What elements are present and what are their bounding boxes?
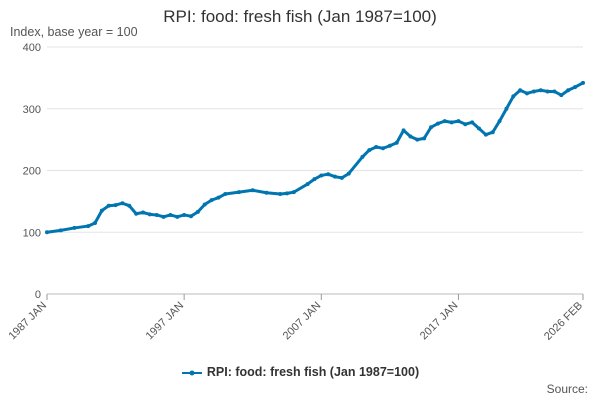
data-point [291, 190, 296, 195]
data-point [401, 128, 406, 133]
data-point [497, 119, 502, 124]
data-point [189, 214, 194, 219]
x-tick-label: 2026 FEB [542, 300, 585, 343]
y-tick-label: 100 [23, 227, 41, 239]
data-point [250, 188, 255, 193]
data-point [381, 146, 386, 151]
data-point [72, 225, 77, 230]
y-tick-label: 0 [35, 289, 41, 301]
legend-swatch-icon [181, 370, 202, 376]
data-point [168, 212, 173, 217]
data-point [346, 171, 351, 176]
data-point [312, 177, 317, 182]
data-point [45, 230, 49, 235]
series-line [45, 81, 585, 234]
data-point [394, 140, 399, 145]
data-point [319, 173, 324, 178]
data-point [326, 172, 331, 177]
x-axis: 1987 JAN 1997 JAN 2007 JAN 2017 JAN 2026 FEB [6, 294, 585, 343]
data-point [490, 130, 495, 135]
x-tick-label: 1987 JAN [6, 300, 49, 343]
data-point [511, 94, 516, 99]
x-tick-label: 1997 JAN [144, 300, 187, 343]
data-point [223, 191, 228, 196]
data-point [202, 202, 207, 207]
data-point [58, 228, 63, 233]
data-point [504, 106, 509, 111]
data-point [120, 201, 125, 206]
data-point [408, 134, 413, 139]
y-tick-label: 200 [23, 166, 41, 178]
data-point [442, 119, 447, 124]
y-tick-label: 400 [23, 42, 41, 54]
chart-subtitle: Index, base year = 100 [10, 25, 138, 39]
data-point [127, 203, 132, 208]
data-point [463, 122, 468, 127]
chart-title: RPI: food: fresh fish (Jan 1987=100) [163, 7, 437, 26]
data-point [264, 190, 269, 195]
data-point [581, 80, 585, 85]
y-axis-ticks: 0 100 200 300 400 [23, 42, 41, 301]
data-point [387, 143, 392, 148]
gridlines [47, 46, 583, 295]
data-point [559, 93, 564, 98]
data-point [552, 89, 557, 94]
data-point [483, 132, 488, 137]
data-point [422, 136, 427, 141]
data-point [182, 212, 187, 217]
data-point [161, 214, 166, 219]
data-point [134, 211, 139, 216]
data-point [113, 203, 118, 208]
data-point [566, 88, 571, 93]
x-tick-label: 2017 JAN [418, 300, 461, 343]
data-point [99, 208, 104, 213]
data-point [449, 120, 454, 125]
data-point [435, 121, 440, 126]
data-point [531, 89, 536, 94]
series-group [45, 80, 585, 235]
x-tick-label: 2007 JAN [281, 300, 324, 343]
data-point [339, 175, 344, 180]
data-point [456, 119, 461, 124]
data-point [305, 182, 310, 187]
data-point [216, 195, 221, 200]
data-point [525, 91, 530, 96]
data-point [538, 88, 543, 93]
data-point [518, 88, 523, 93]
data-point [477, 126, 482, 131]
source-label[interactable]: Source: [546, 382, 588, 396]
data-point [360, 154, 365, 159]
legend-label: RPI: food: fresh fish (Jan 1987=100) [206, 365, 420, 379]
data-point [415, 137, 420, 142]
data-point [195, 209, 200, 214]
data-point [147, 212, 152, 217]
data-point [154, 212, 159, 217]
legend[interactable]: RPI: food: fresh fish (Jan 1987=100) [0, 365, 600, 379]
data-point [106, 203, 111, 208]
data-point [86, 224, 91, 229]
data-point [429, 125, 434, 130]
data-point [93, 220, 98, 225]
data-point [367, 148, 372, 153]
data-point [278, 191, 283, 196]
data-point [374, 145, 379, 150]
data-point [545, 89, 550, 94]
data-point [470, 120, 475, 125]
data-point [237, 190, 242, 195]
data-point [209, 198, 214, 203]
data-point [141, 210, 146, 215]
y-tick-label: 300 [23, 104, 41, 116]
data-point [285, 191, 290, 196]
data-point [333, 174, 338, 179]
data-point [573, 85, 578, 90]
data-point [175, 214, 180, 219]
